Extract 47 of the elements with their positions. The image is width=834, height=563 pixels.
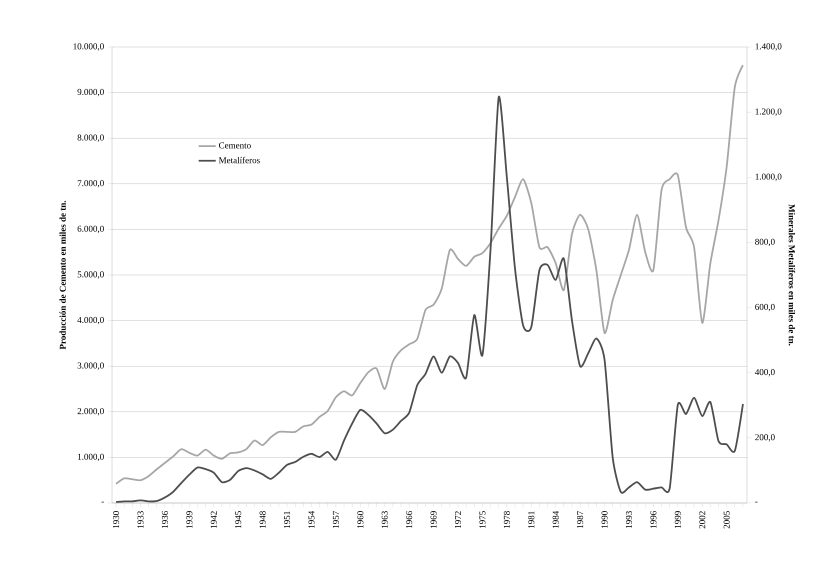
x-tick-label: 1972 xyxy=(454,511,462,528)
x-tick-label: 1990 xyxy=(601,511,608,528)
y-tick-label: 5.000,0 xyxy=(78,271,104,279)
x-tick-label: 1987 xyxy=(577,511,584,528)
y-axis-title: Producción de Cemento en miles de tn. xyxy=(59,200,66,350)
y2-tick-label: 800,0 xyxy=(755,238,775,246)
y-tick-label: 10.000,0 xyxy=(73,43,104,51)
y-tick-label: 8.000,0 xyxy=(78,134,104,142)
x-tick-label: 1930 xyxy=(113,511,120,528)
x-tick-label: 1999 xyxy=(674,511,681,528)
x-tick-label: 1957 xyxy=(332,511,339,528)
x-tick-label: 1960 xyxy=(357,511,364,528)
legend-label: Metalíferos xyxy=(218,156,260,164)
y-tick-label: 2.000,0 xyxy=(78,408,104,416)
x-tick-label: 1933 xyxy=(137,511,144,528)
y2-tick-label: 600,0 xyxy=(755,304,775,312)
x-tick-label: 1996 xyxy=(650,511,656,528)
x-tick-label: 2002 xyxy=(699,511,706,528)
x-tick-label: 1993 xyxy=(626,511,632,528)
x-tick-label: 1936 xyxy=(162,511,168,528)
y2-axis-title: Minerales Metalíferos en miles de tn. xyxy=(788,204,796,346)
x-tick-label: 1981 xyxy=(528,511,534,528)
y2-tick-label: 200,0 xyxy=(755,434,775,442)
x-tick-label: 2005 xyxy=(724,511,730,528)
x-tick-label: 1939 xyxy=(186,511,192,528)
y-tick-label: 9.000,0 xyxy=(77,88,104,96)
x-tick-label: 1942 xyxy=(210,511,217,528)
x-tick-label: 1948 xyxy=(260,511,266,528)
x-tick-label: 1945 xyxy=(235,511,242,528)
y2-tick-label: 1.200,0 xyxy=(756,108,782,116)
y2-tick-label: 1.000,0 xyxy=(756,174,782,181)
x-tick-label: 1951 xyxy=(284,511,290,528)
x-tick-label: 1954 xyxy=(308,510,314,528)
y-tick-label: 3.000,0 xyxy=(78,362,104,370)
x-tick-label: 1975 xyxy=(479,511,486,528)
y-tick-label: 4.000,0 xyxy=(77,316,104,324)
x-tick-label: 1969 xyxy=(430,511,437,528)
x-tick-label: 1963 xyxy=(382,511,388,528)
y-tick-label: 7.000,0 xyxy=(78,180,104,188)
x-tick-label: 1978 xyxy=(504,511,510,528)
legend-label: Cemento xyxy=(219,142,251,148)
x-tick-label: 1984 xyxy=(552,510,559,528)
y2-tick-label: 1.400,0 xyxy=(756,43,782,51)
x-tick-label: 1966 xyxy=(406,511,412,528)
y2-tick-label: 400,0 xyxy=(754,369,775,376)
y-tick-label: 6.000,0 xyxy=(78,226,104,234)
y-tick-label: 1.000,0 xyxy=(78,454,104,462)
